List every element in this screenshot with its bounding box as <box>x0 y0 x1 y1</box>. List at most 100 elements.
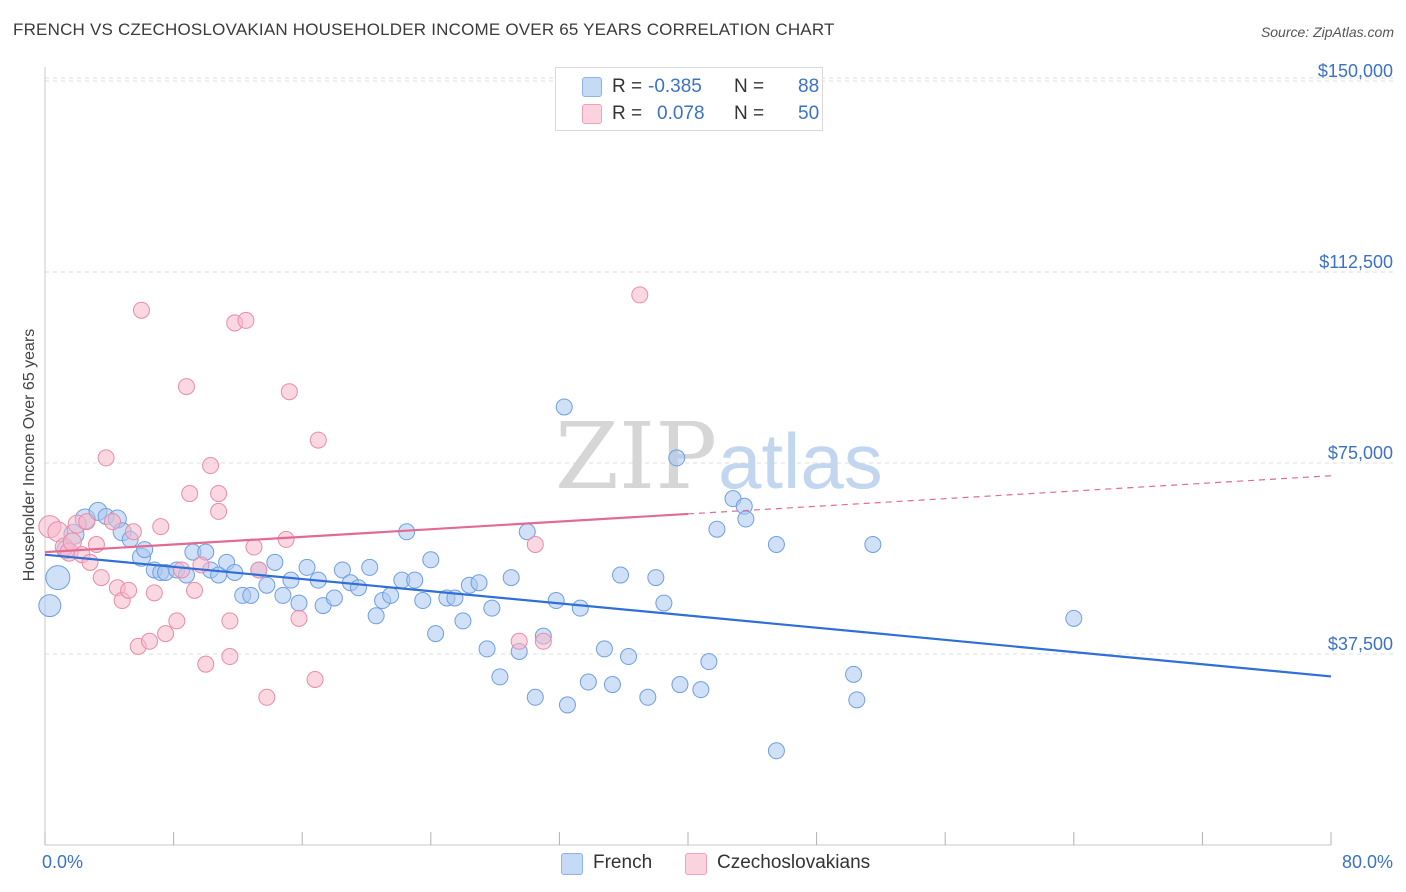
point-french <box>526 688 544 706</box>
point-czechoslovakians <box>181 485 199 503</box>
bottom-legend-swatch-french <box>561 853 583 875</box>
point-french <box>647 569 665 587</box>
point-french <box>406 571 424 589</box>
point-french <box>558 696 576 714</box>
point-french <box>767 535 785 553</box>
legend-r-label: R = <box>612 76 643 97</box>
point-czechoslovakians <box>631 286 649 304</box>
point-french <box>38 594 62 618</box>
y-tick-label: $150,000 <box>1318 61 1393 81</box>
point-czechoslovakians <box>221 612 239 630</box>
point-french <box>700 653 718 671</box>
point-french <box>45 565 71 591</box>
point-french <box>349 579 367 597</box>
legend-r-value: -0.385 <box>648 76 702 97</box>
trend-line-czechoslovakians-extension <box>687 475 1332 515</box>
point-czechoslovakians <box>290 609 308 627</box>
point-french <box>595 640 613 658</box>
point-french <box>414 592 432 610</box>
axes <box>44 67 1332 846</box>
point-czechoslovakians <box>104 513 122 531</box>
point-french <box>767 742 785 760</box>
point-french <box>483 599 501 617</box>
chart-title: FRENCH VS CZECHOSLOVAKIAN HOUSEHOLDER IN… <box>13 20 835 39</box>
point-french <box>382 586 400 604</box>
legend-n-label: N = <box>734 103 765 124</box>
point-french <box>367 607 385 625</box>
point-french <box>361 558 379 576</box>
point-czechoslovakians <box>152 518 170 536</box>
point-czechoslovakians <box>120 581 138 599</box>
point-french <box>571 599 589 617</box>
point-czechoslovakians <box>221 648 239 666</box>
point-czechoslovakians <box>526 535 544 553</box>
point-french <box>655 594 673 612</box>
point-czechoslovakians <box>157 625 175 643</box>
point-french <box>266 553 284 571</box>
watermark: ZIP atlas <box>555 403 883 510</box>
point-french <box>639 688 657 706</box>
point-czechoslovakians <box>197 655 215 673</box>
gridlines <box>45 77 1393 655</box>
point-french <box>603 676 621 694</box>
point-french <box>737 510 755 528</box>
point-czechoslovakians <box>237 311 255 329</box>
point-czechoslovakians <box>534 632 552 650</box>
point-french <box>845 665 863 683</box>
watermark-zip: ZIP <box>555 403 717 510</box>
point-czechoslovakians <box>202 457 220 475</box>
bottom-legend-label-french: French <box>593 852 653 873</box>
point-czechoslovakians <box>97 449 115 467</box>
y-tick-label: $37,500 <box>1328 634 1393 654</box>
point-french <box>282 571 300 589</box>
point-czechoslovakians <box>124 523 142 541</box>
point-french <box>470 574 488 592</box>
y-tick-label: $112,500 <box>1319 252 1393 272</box>
point-french <box>1065 609 1083 627</box>
point-czechoslovakians <box>185 581 203 599</box>
point-french <box>579 673 597 691</box>
point-french <box>274 586 292 604</box>
y-tick-label: $75,000 <box>1328 443 1393 463</box>
point-french <box>848 691 866 709</box>
point-french <box>491 668 509 686</box>
point-french <box>454 612 472 630</box>
point-french <box>555 398 573 416</box>
point-czechoslovakians <box>309 431 327 449</box>
y-tick-labels: $37,500 $75,000 $112,500 $150,000 <box>1318 61 1393 654</box>
bottom-legend-label-czechoslovakians: Czechoslovakians <box>717 852 871 873</box>
point-czechoslovakians <box>140 632 158 650</box>
point-french <box>692 681 710 699</box>
point-french <box>708 520 726 538</box>
x-tick-label-max: 80.0% <box>1341 852 1393 872</box>
watermark-atlas: atlas <box>718 417 883 505</box>
point-french <box>671 676 689 694</box>
point-french <box>547 592 565 610</box>
point-czechoslovakians <box>210 502 228 520</box>
point-czechoslovakians <box>280 383 298 401</box>
point-french <box>422 551 440 569</box>
point-czechoslovakians <box>78 513 96 531</box>
point-czechoslovakians <box>277 530 295 548</box>
point-french <box>242 586 260 604</box>
point-french <box>298 558 316 576</box>
point-czechoslovakians <box>168 612 186 630</box>
y-axis-label: Householder Income Over 65 years <box>21 329 38 582</box>
source-label: Source: ZipAtlas.com <box>1260 24 1394 40</box>
point-french <box>136 541 154 559</box>
point-czechoslovakians <box>81 553 99 571</box>
point-czechoslovakians <box>245 538 263 556</box>
point-czechoslovakians <box>306 670 324 688</box>
trend-lines <box>44 475 1332 678</box>
point-czechoslovakians <box>132 301 150 319</box>
point-french <box>333 561 351 579</box>
trend-line-czechoslovakians <box>44 512 689 554</box>
bottom-legend-swatch-czechoslovakians <box>685 853 707 875</box>
legend-swatch-french <box>582 77 602 97</box>
point-czechoslovakians <box>510 632 528 650</box>
legend-n-label: N = <box>734 76 765 97</box>
point-french <box>427 625 445 643</box>
point-czechoslovakians <box>145 584 163 602</box>
point-french <box>611 566 629 584</box>
point-french <box>620 648 638 666</box>
